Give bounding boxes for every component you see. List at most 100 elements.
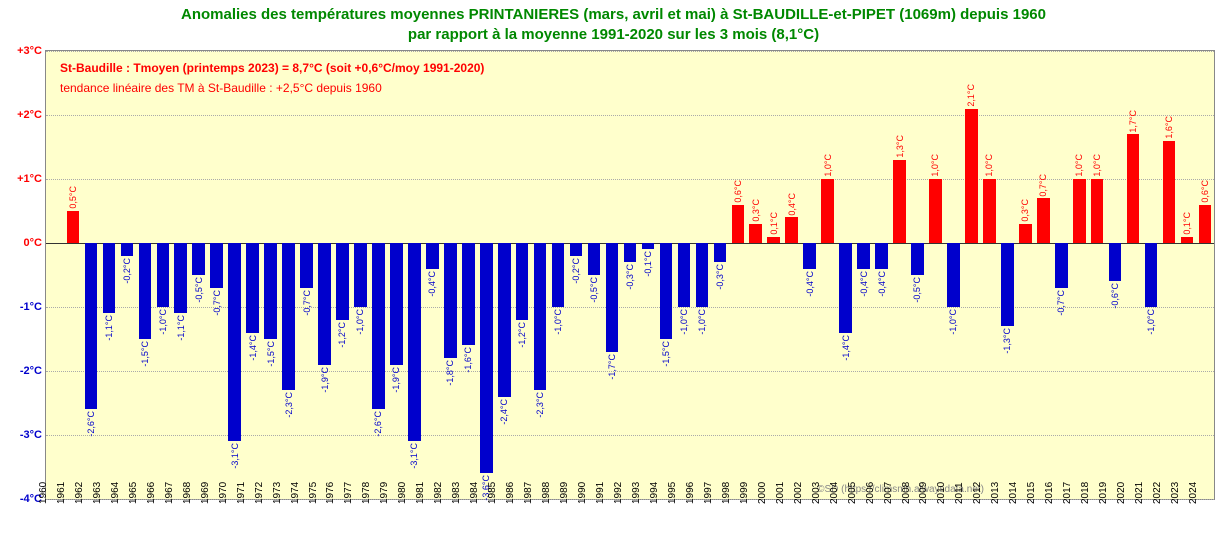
- x-tick-label: 1990: [577, 482, 588, 504]
- y-tick-label: +1°C: [17, 173, 42, 185]
- bar-value-label: -1,0°C: [679, 307, 689, 335]
- data-bar: 1,0°C: [1073, 179, 1086, 243]
- title-line-1: Anomalies des températures moyennes PRIN…: [0, 5, 1227, 25]
- bar-value-label: -3,1°C: [230, 441, 240, 469]
- data-bar: -1,2°C: [516, 243, 529, 320]
- y-tick-label: -3°C: [20, 429, 42, 441]
- data-bar: -1,5°C: [660, 243, 673, 339]
- x-tick-label: 2021: [1134, 482, 1145, 504]
- x-tick-label: 1998: [721, 482, 732, 504]
- bar-value-label: 0,6°C: [1200, 180, 1210, 205]
- data-bar: -1,0°C: [1145, 243, 1158, 307]
- bar-value-label: -0,1°C: [643, 249, 653, 277]
- x-tick-label: 2007: [883, 482, 894, 504]
- x-tick-label: 1977: [343, 482, 354, 504]
- data-bar: 0,7°C: [1037, 198, 1050, 243]
- data-bar: -1,2°C: [336, 243, 349, 320]
- bar-value-label: 1,7°C: [1128, 110, 1138, 135]
- x-tick-label: 1993: [631, 482, 642, 504]
- y-tick-label: 0°C: [24, 237, 42, 249]
- bar-value-label: -1,7°C: [607, 352, 617, 380]
- data-bar: 1,6°C: [1163, 141, 1176, 243]
- bar-value-label: -1,4°C: [841, 333, 851, 361]
- bar-value-label: -2,6°C: [86, 409, 96, 437]
- data-bar: -2,6°C: [85, 243, 98, 409]
- annotation-main: St-Baudille : Tmoyen (printemps 2023) = …: [60, 61, 484, 75]
- bar-value-label: 0,5°C: [68, 186, 78, 211]
- x-tick-label: 2001: [775, 482, 786, 504]
- data-bar: -1,0°C: [947, 243, 960, 307]
- data-bar: -0,4°C: [803, 243, 816, 269]
- bar-value-label: -0,2°C: [122, 256, 132, 284]
- bar-value-label: -2,3°C: [284, 390, 294, 418]
- data-bar: -0,4°C: [426, 243, 439, 269]
- x-tick-label: 2002: [793, 482, 804, 504]
- x-tick-label: 2012: [972, 482, 983, 504]
- bar-value-label: -1,0°C: [158, 307, 168, 335]
- x-tick-label: 1969: [200, 482, 211, 504]
- gridline: [46, 115, 1214, 116]
- bar-value-label: -0,6°C: [1110, 281, 1120, 309]
- bar-value-label: 1,3°C: [895, 135, 905, 160]
- data-bar: 1,0°C: [983, 179, 996, 243]
- data-bar: -0,7°C: [300, 243, 313, 288]
- bar-value-label: -1,0°C: [697, 307, 707, 335]
- x-tick-label: 1997: [703, 482, 714, 504]
- x-tick-label: 1987: [523, 482, 534, 504]
- x-tick-label: 1961: [56, 482, 67, 504]
- bar-value-label: -1,9°C: [320, 365, 330, 393]
- data-bar: -1,1°C: [103, 243, 116, 313]
- x-tick-label: 1983: [451, 482, 462, 504]
- data-bar: -1,6°C: [462, 243, 475, 345]
- bar-value-label: 1,0°C: [930, 154, 940, 179]
- bar-value-label: -0,4°C: [427, 269, 437, 297]
- data-bar: 0,1°C: [1181, 237, 1194, 243]
- bar-value-label: 0,3°C: [751, 199, 761, 224]
- x-tick-label: 1968: [182, 482, 193, 504]
- data-bar: 0,3°C: [1019, 224, 1032, 243]
- x-tick-label: 2017: [1062, 482, 1073, 504]
- gridline: [46, 435, 1214, 436]
- x-tick-label: 1975: [308, 482, 319, 504]
- bar-value-label: -0,4°C: [877, 269, 887, 297]
- bar-value-label: -0,7°C: [212, 288, 222, 316]
- data-bar: 0,6°C: [732, 205, 745, 243]
- x-tick-label: 1960: [38, 482, 49, 504]
- bar-value-label: -1,1°C: [104, 313, 114, 341]
- data-bar: -0,7°C: [210, 243, 223, 288]
- x-tick-label: 1965: [128, 482, 139, 504]
- annotation-trend: tendance linéaire des TM à St-Baudille :…: [60, 81, 382, 95]
- bar-value-label: -3,1°C: [409, 441, 419, 469]
- x-tick-label: 1971: [236, 482, 247, 504]
- title-line-2: par rapport à la moyenne 1991-2020 sur l…: [0, 25, 1227, 45]
- bar-value-label: -2,6°C: [373, 409, 383, 437]
- plot-area: St-Baudille : Tmoyen (printemps 2023) = …: [45, 50, 1215, 500]
- x-tick-label: 1995: [667, 482, 678, 504]
- data-bar: 1,0°C: [929, 179, 942, 243]
- bar-value-label: -0,7°C: [1056, 288, 1066, 316]
- data-bar: -0,2°C: [121, 243, 134, 256]
- bar-value-label: -1,0°C: [553, 307, 563, 335]
- x-tick-label: 1972: [254, 482, 265, 504]
- x-tick-label: 2019: [1098, 482, 1109, 504]
- data-bar: -3,1°C: [408, 243, 421, 441]
- bar-value-label: -0,3°C: [715, 262, 725, 290]
- bar-value-label: -0,7°C: [302, 288, 312, 316]
- data-bar: 1,7°C: [1127, 134, 1140, 243]
- bar-value-label: -0,5°C: [194, 275, 204, 303]
- data-bar: -1,0°C: [678, 243, 691, 307]
- x-tick-label: 2008: [901, 482, 912, 504]
- bar-value-label: -1,2°C: [517, 320, 527, 348]
- x-tick-label: 2004: [829, 482, 840, 504]
- bar-value-label: 0,1°C: [1182, 212, 1192, 237]
- bar-value-label: 0,1°C: [769, 212, 779, 237]
- data-bar: -1,5°C: [264, 243, 277, 339]
- x-tick-label: 1974: [290, 482, 301, 504]
- data-bar: -2,4°C: [498, 243, 511, 397]
- x-axis: 1960196119621963196419651966196719681969…: [45, 500, 1215, 540]
- data-bar: -1,8°C: [444, 243, 457, 358]
- x-tick-label: 2023: [1170, 482, 1181, 504]
- data-bar: 1,3°C: [893, 160, 906, 243]
- x-tick-label: 1994: [649, 482, 660, 504]
- x-tick-label: 1985: [487, 482, 498, 504]
